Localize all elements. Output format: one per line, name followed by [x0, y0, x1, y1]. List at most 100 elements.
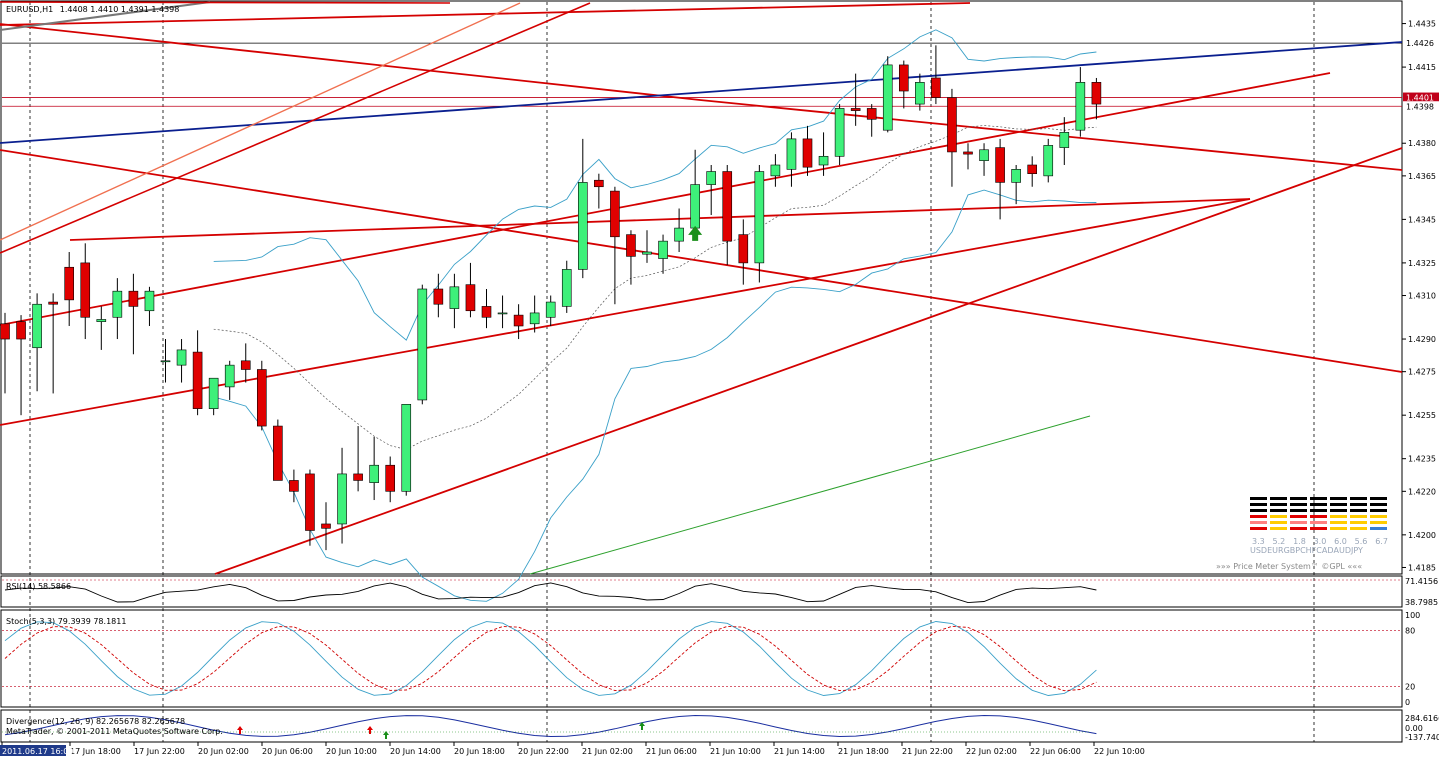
- price-meter-bars: [1250, 497, 1390, 537]
- rsi-panel-frame: [0, 575, 1403, 608]
- candle-body: [417, 288, 428, 401]
- price-meter-cell: [1310, 509, 1327, 512]
- candle-body: [16, 321, 26, 340]
- time-tick-label: 20 Jun 10:00: [326, 747, 377, 756]
- price-meter-value: 3.3: [1252, 537, 1265, 546]
- price-meter-cell: [1270, 509, 1287, 512]
- price-meter-caption: »»» Price Meter System™ ©GPL «««: [1216, 562, 1363, 571]
- divergence-panel-frame: [0, 709, 1403, 743]
- price-meter-cell: [1330, 509, 1347, 512]
- candle-body: [561, 269, 572, 307]
- price-tick-label: 1.4255: [1408, 411, 1436, 420]
- time-tick-label: 20 Jun 18:00: [454, 747, 505, 756]
- candle-body: [128, 290, 139, 307]
- price-tick-label: 1.4325: [1408, 259, 1436, 268]
- candle-body: [786, 138, 797, 170]
- time-tick-label: 21 Jun 06:00: [646, 747, 697, 756]
- price-meter-cell: [1270, 521, 1287, 524]
- time-axis: 17 Jun 18:00 17 Jun 22:00 20 Jun 02:00 20 J…: [0, 742, 1145, 756]
- divergence-scale-high: 284.6166: [1405, 714, 1439, 723]
- candle-body: [96, 319, 107, 322]
- buy-arrow-icon: [639, 722, 645, 730]
- candle-body: [834, 108, 845, 157]
- price-meter-currency: GBP: [1283, 546, 1301, 555]
- ohlc-values: 1.4408 1.4410 1.4391 1.4398: [59, 5, 180, 14]
- price-axis: 1.4435 1.4415 1.4380 1.4365 1.4345 1.4325 1.43…: [1402, 20, 1439, 572]
- price-meter-currency: EUR: [1267, 546, 1284, 555]
- trendline: [0, 149, 1403, 373]
- candle-body: [321, 523, 331, 529]
- time-tick-label: 21 Jun 18:00: [838, 747, 889, 756]
- candle-body: [754, 171, 765, 264]
- price-meter-cell: [1330, 527, 1347, 530]
- candle-body: [112, 290, 123, 318]
- price-tick-label: 1.4290: [1408, 335, 1436, 344]
- candle-body: [192, 351, 203, 409]
- price-tick-label: 1.4185: [1408, 563, 1436, 572]
- time-tick-label: 20 Jun 02:00: [198, 747, 249, 756]
- price-meter-cell: [1350, 497, 1367, 500]
- price-meter-cell: [1250, 509, 1267, 512]
- trendline: [0, 2, 521, 241]
- price-meter-cell: [1370, 527, 1387, 530]
- candle-body: [915, 82, 925, 105]
- price-tick-label: 1.4435: [1408, 20, 1436, 29]
- price-meter-value: 3.0: [1313, 537, 1327, 546]
- candle-body: [738, 234, 749, 264]
- price-tick-label: 1.4415: [1408, 63, 1436, 72]
- stoch-label: Stoch(5,3,3) 79.3939 78.1811: [6, 617, 127, 626]
- time-tick-label: 22 Jun 06:00: [1030, 747, 1081, 756]
- divergence-line: [4, 714, 1097, 738]
- candle-body: [353, 473, 363, 481]
- divergence-scale-low: -137.7400: [1405, 733, 1439, 742]
- candle-body: [1075, 82, 1086, 131]
- trendline: [529, 415, 1091, 575]
- price-meter-cell: [1290, 527, 1307, 530]
- candle-body: [866, 108, 877, 120]
- stoch-scale-label: 100: [1405, 611, 1420, 620]
- candle-body: [545, 301, 556, 318]
- price-meter-cell: [1250, 515, 1267, 518]
- trendline: [0, 72, 1331, 326]
- price-meter-cell: [1350, 509, 1367, 512]
- price-tick-label: 1.4220: [1408, 487, 1436, 496]
- indicator-subpanels: 71.4156 38.7985 100 80 20 0 284.61660.00-137.7…: [2, 577, 1439, 742]
- price-meter-value: 6.0: [1334, 537, 1347, 546]
- trendline: [0, 1, 211, 31]
- candle-body: [433, 288, 444, 305]
- trendline: [0, 2, 971, 26]
- price-meter-cell: [1270, 503, 1287, 506]
- price-meter-cell: [1370, 521, 1387, 524]
- candle-body: [64, 266, 74, 301]
- rsi-label: RSI(14) 58.5866: [6, 582, 72, 591]
- price-meter-cell: [1270, 515, 1287, 518]
- candle-body: [224, 364, 235, 388]
- time-tick-label: 21 Jun 10:00: [710, 747, 761, 756]
- price-meter-value: 1.8: [1293, 537, 1306, 546]
- sell-arrow-icon: [237, 726, 243, 734]
- price-meter-cell: [1370, 509, 1387, 512]
- trendline: [0, 198, 1251, 426]
- candle-body: [401, 404, 412, 492]
- price-meter-cell: [1290, 503, 1307, 506]
- stoch-panel-frame: [0, 609, 1403, 708]
- price-meter-value: 5.6: [1354, 537, 1368, 546]
- price-meter-currencies: USD EUR GBP CHF CAD AUD JPY: [1250, 546, 1390, 555]
- candle-body: [1027, 164, 1037, 174]
- candle-body: [706, 171, 717, 185]
- price-meter-cell: [1290, 497, 1307, 500]
- cursor-time-highlight: [0, 745, 66, 756]
- sell-arrow-icon: [367, 726, 373, 734]
- price-meter-cell: [1310, 527, 1327, 530]
- price-meter-cell: [1250, 527, 1267, 530]
- time-tick-label: 21 Jun 02:00: [582, 747, 633, 756]
- candle-body: [577, 182, 588, 270]
- candle-body: [1059, 132, 1070, 148]
- price-meter-cell: [1270, 497, 1287, 500]
- price-meter-currency: AUD: [1333, 546, 1352, 555]
- price-tag-1-4426-bg: [1403, 38, 1439, 49]
- trendline-overlays: [0, 1, 1403, 602]
- price-meter-cell: [1370, 515, 1387, 518]
- candle-body: [176, 349, 187, 366]
